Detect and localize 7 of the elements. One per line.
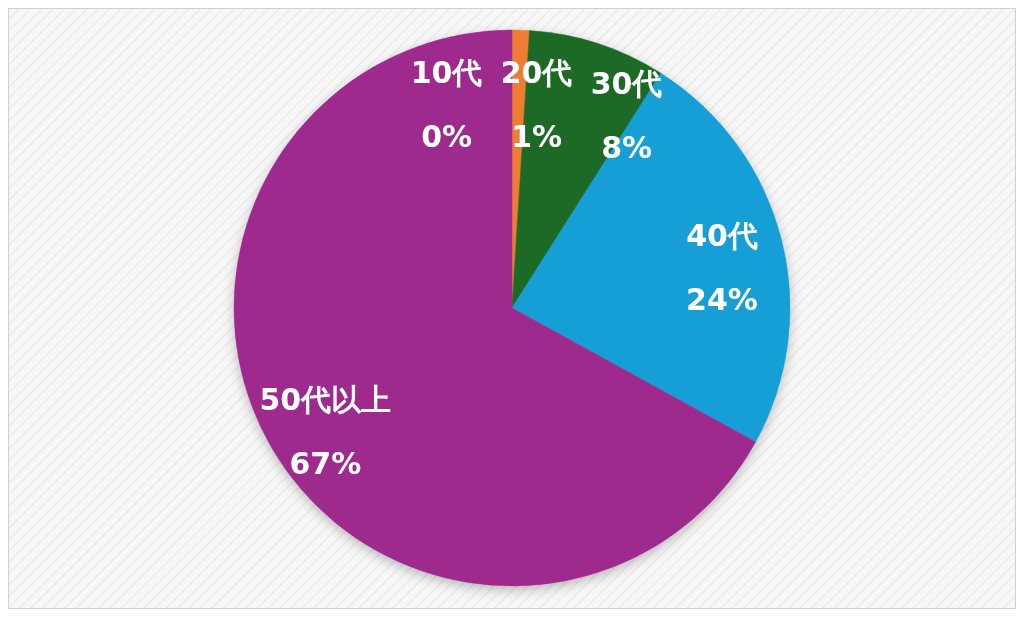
data-label: 67% <box>289 446 362 482</box>
text: 0% <box>421 119 473 155</box>
slice-label: 50代以上 <box>259 382 392 418</box>
slice-label: 40代 <box>686 218 758 254</box>
category-label: 10代 <box>410 55 483 91</box>
data-label: 24% <box>686 282 758 318</box>
pie-slice <box>233 29 756 586</box>
